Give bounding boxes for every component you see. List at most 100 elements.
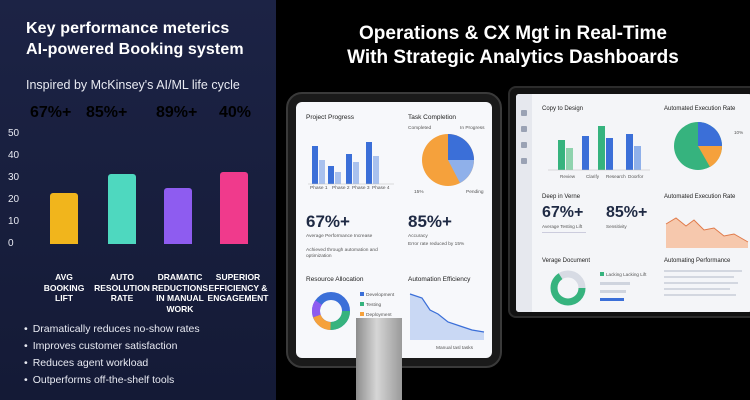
design-bar <box>566 148 573 170</box>
legend-label: Lacking Lacking Lift <box>606 272 647 277</box>
progress-bar <box>353 162 359 184</box>
monitor-stat1-label: Average Testing Lift <box>542 224 583 229</box>
sidebar-icon <box>521 158 527 164</box>
y-tick-10: 10 <box>8 216 20 227</box>
kpi-bar-chart: 50 40 30 20 10 0 <box>0 128 276 288</box>
automation-efficiency-title: Automation Efficiency <box>408 276 471 283</box>
stat-performance-note: Achieved through automation and optimiza… <box>306 248 378 259</box>
completed-label: Completed <box>408 126 432 131</box>
performance-list <box>664 270 742 296</box>
task-completion-title: Task Completion <box>408 114 457 121</box>
data-label-3: 89%+ <box>156 104 198 121</box>
pie-slice-blue <box>698 122 722 146</box>
area-line <box>665 217 749 243</box>
pie-slice-progress <box>448 134 474 160</box>
phase-label: Phase 3 <box>352 186 370 191</box>
y-tick-30: 30 <box>8 172 20 183</box>
monitor-stat1-value: 67%+ <box>542 204 584 221</box>
verage-document-title: Verage Document <box>542 258 591 264</box>
area-line <box>409 293 485 333</box>
progress-bar <box>346 154 352 184</box>
automating-performance-title: Automating Performance <box>664 258 731 264</box>
design-bar <box>558 140 565 170</box>
legend-label: Deployment <box>366 313 392 318</box>
title-line-2: AI-powered Booking system <box>26 41 244 58</box>
showcase-area: Operations & CX Mgt in Real-Time With St… <box>276 0 750 400</box>
pct-10-label: 10% <box>734 130 744 135</box>
stat-performance-value: 67%+ <box>306 212 350 231</box>
stat-performance-label: Average Performance Increase <box>306 234 373 239</box>
sidebar-icon <box>521 142 527 148</box>
document-legend-item: Lacking Lacking Lift <box>600 272 646 278</box>
list-line <box>664 294 736 296</box>
execution-trend-chart <box>665 217 749 248</box>
benefit-item: Improves customer satisfaction <box>24 338 200 355</box>
progress-bar <box>312 146 318 184</box>
y-tick-50: 50 <box>8 128 20 139</box>
monitor-device: Copy to Design Review Clarify Research D… <box>508 86 750 318</box>
progress-bar <box>319 160 325 184</box>
area-fill <box>410 294 484 340</box>
resource-donut <box>312 292 350 330</box>
category-label-1: AVG BOOKING LIFT <box>43 272 85 303</box>
panel-title: Key performance meterics AI-powered Book… <box>26 18 276 60</box>
design-bar <box>598 126 605 170</box>
benefit-item: Dramatically reduces no-show rates <box>24 321 200 338</box>
pct-15-label: 15% <box>414 190 424 195</box>
legend-item: Testing <box>360 302 394 309</box>
copy-to-design-title: Copy to Design <box>542 106 584 112</box>
stat-accuracy-note: Error rate reduced by 15% <box>408 242 465 247</box>
pie-slice-orange <box>698 146 723 167</box>
in-progress-label: In Progress <box>460 126 485 131</box>
data-label-row: 67%+ 85%+ 89%+ 40% <box>30 104 270 126</box>
category-label-2: AUTO RESOLUTION RATE <box>94 272 150 303</box>
list-line <box>664 288 730 290</box>
donut-maintenance <box>312 292 350 330</box>
area-fill <box>666 218 748 248</box>
progress-bar <box>335 172 341 184</box>
donut-progress <box>550 270 586 306</box>
text-lines-placeholder <box>542 232 586 246</box>
task-completion-pie <box>422 134 474 186</box>
kpi-bar-3 <box>164 188 192 244</box>
legend-item: Development <box>360 292 394 299</box>
design-bar <box>606 138 613 170</box>
design-bar <box>582 136 589 170</box>
list-line <box>664 270 742 272</box>
design-bar <box>634 146 641 170</box>
monitor-stat2-label: Sensitivity <box>606 224 627 229</box>
benefit-item: Outperforms off-the-shelf tools <box>24 372 200 389</box>
benefit-list: Dramatically reduces no-show rates Impro… <box>24 321 200 389</box>
project-progress-title: Project Progress <box>306 114 355 121</box>
y-tick-0: 0 <box>8 238 14 249</box>
y-tick-40: 40 <box>8 150 20 161</box>
category-label-3: DRAMATIC REDUCTIONS IN MANUAL WORK <box>151 272 209 314</box>
legend-label: Testing <box>366 303 382 308</box>
data-label-4: 40% <box>219 104 252 121</box>
automated-execution-title: Automated Execution Rate <box>664 106 736 112</box>
monitor-stand <box>356 318 402 400</box>
tablet-dashboard: Project Progress Phase 1 Phase 2 Ph <box>296 102 492 358</box>
data-label-2: 85%+ <box>86 104 128 121</box>
resource-allocation-title: Resource Allocation <box>306 276 364 283</box>
data-label-1: 67%+ <box>30 104 72 121</box>
document-donut <box>550 270 586 306</box>
benefit-item: Reduces agent workload <box>24 355 200 372</box>
phase-label: Phase 4 <box>372 186 390 191</box>
project-progress-chart <box>308 142 394 185</box>
phase-label: Phase 2 <box>332 186 350 191</box>
automation-efficiency-chart <box>409 293 485 340</box>
x-label: Review <box>560 174 576 179</box>
execution-pie <box>674 122 723 170</box>
automated-execution-title-2: Automated Execution Rate <box>664 194 736 200</box>
headline-line-2: With Strategic Analytics Dashboards <box>347 47 679 68</box>
pie-slice-pending <box>448 160 474 183</box>
progress-bar <box>366 142 372 184</box>
stat-accuracy-label: Accuracy <box>408 234 428 239</box>
legend-item: Deployment <box>360 312 394 319</box>
progress-bar <box>373 156 379 184</box>
manual-tasks-label: Manual tasl tasks <box>436 346 474 351</box>
y-tick-20: 20 <box>8 194 20 205</box>
kpi-bar-1 <box>50 192 78 244</box>
monitor-sidebar <box>516 94 532 312</box>
